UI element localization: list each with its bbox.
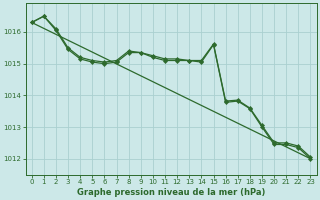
X-axis label: Graphe pression niveau de la mer (hPa): Graphe pression niveau de la mer (hPa) bbox=[77, 188, 265, 197]
